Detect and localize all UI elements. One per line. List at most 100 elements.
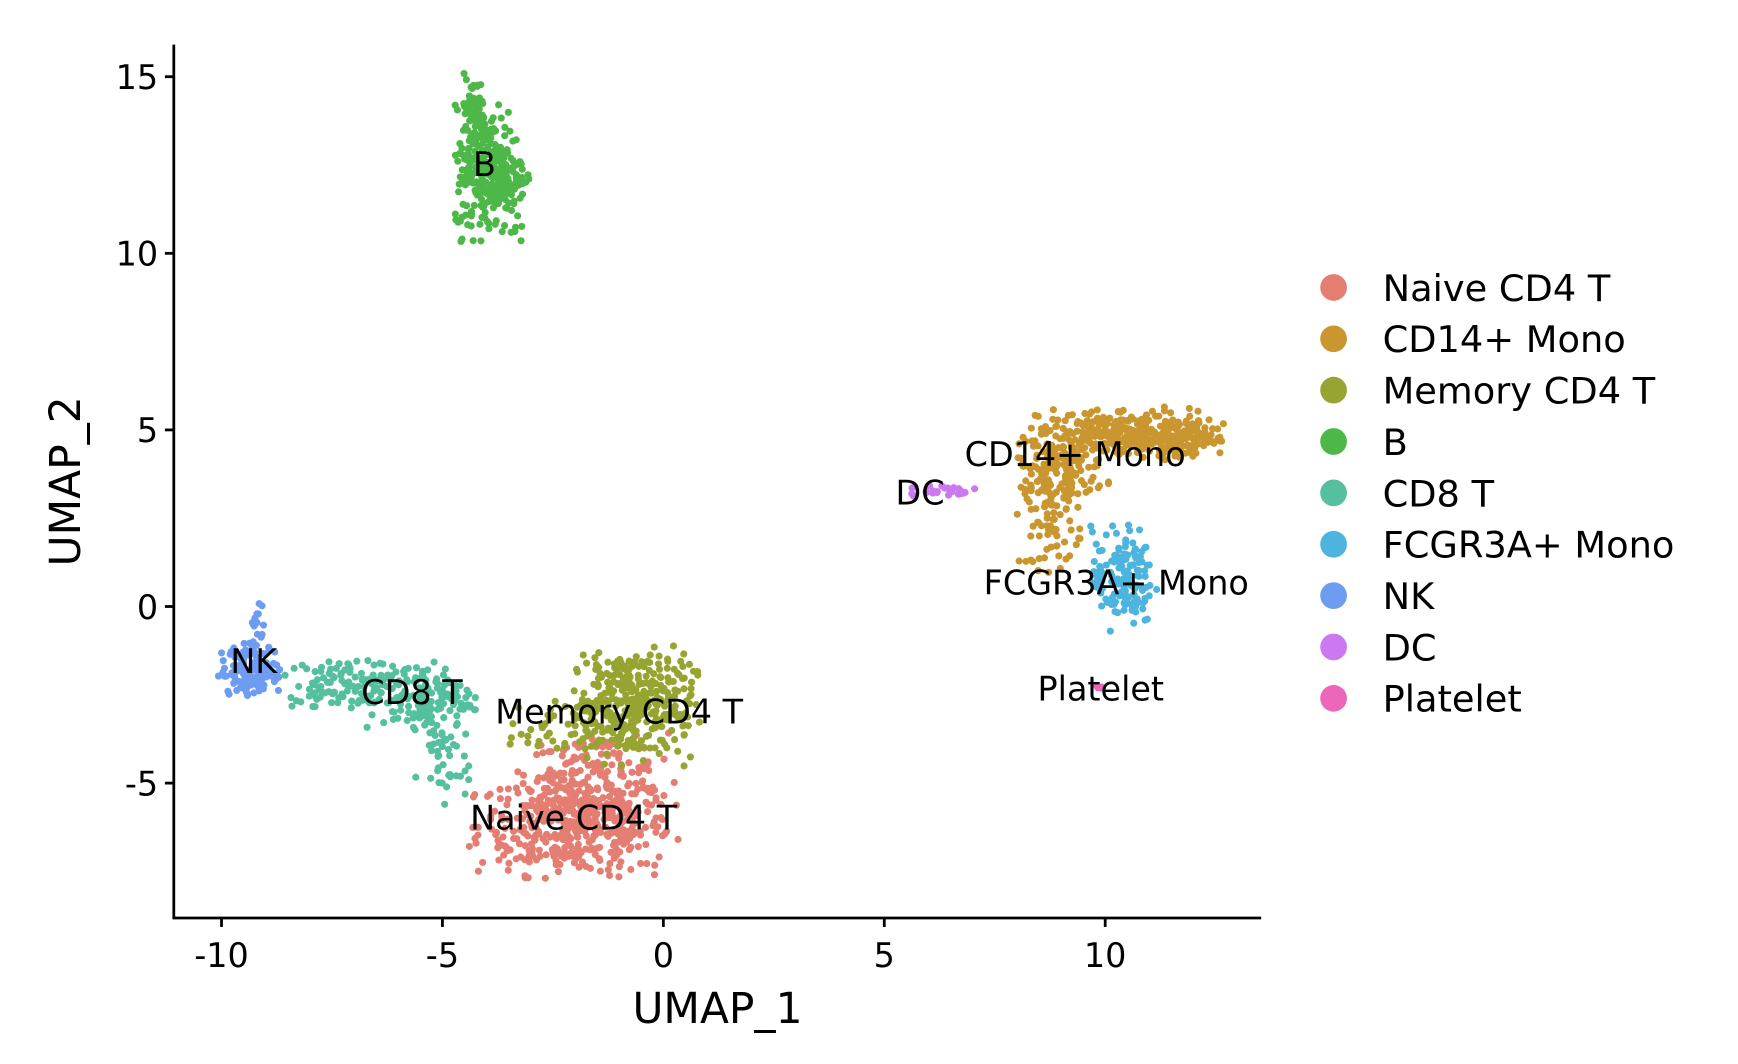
- legend-item: Memory CD4 T: [1320, 370, 1656, 413]
- data-point: [534, 742, 542, 750]
- data-point: [633, 805, 641, 813]
- data-point: [454, 188, 463, 196]
- data-point: [1091, 432, 1099, 440]
- data-point: [451, 151, 460, 159]
- data-point: [506, 127, 514, 135]
- data-point: [1097, 683, 1105, 691]
- cluster-points: [214, 600, 284, 700]
- data-point: [628, 790, 636, 798]
- data-point: [1160, 407, 1169, 415]
- cluster-points: [1093, 682, 1106, 692]
- data-point: [368, 711, 376, 719]
- data-point: [1058, 454, 1066, 462]
- data-point: [525, 175, 533, 183]
- data-point: [242, 688, 251, 696]
- data-point: [452, 772, 460, 780]
- data-point: [618, 761, 626, 770]
- data-point: [363, 723, 371, 731]
- data-point: [218, 649, 226, 657]
- data-point: [383, 699, 391, 707]
- data-point: [671, 735, 679, 744]
- data-point: [290, 664, 298, 672]
- data-point: [671, 686, 679, 694]
- data-point: [631, 731, 639, 739]
- data-point: [1071, 436, 1079, 444]
- data-point: [1056, 511, 1064, 519]
- data-point: [554, 868, 562, 876]
- data-point: [421, 721, 429, 729]
- data-point: [1216, 433, 1224, 441]
- x-tick-label: -10: [194, 936, 249, 975]
- data-point: [1056, 483, 1064, 492]
- data-point: [955, 485, 963, 493]
- data-point: [550, 712, 558, 720]
- data-point: [1066, 517, 1074, 525]
- data-point: [1145, 416, 1153, 424]
- data-point: [541, 874, 549, 882]
- data-point: [501, 222, 509, 230]
- data-point: [581, 745, 589, 753]
- data-point: [612, 702, 620, 710]
- legend-key: [1320, 633, 1347, 661]
- data-point: [501, 123, 509, 131]
- data-point: [525, 858, 533, 866]
- data-point: [434, 752, 442, 761]
- data-point: [922, 487, 930, 495]
- data-point: [639, 777, 647, 785]
- data-point: [452, 721, 461, 729]
- legend-label: Platelet: [1383, 678, 1522, 721]
- data-point: [1015, 557, 1023, 565]
- data-point: [1120, 606, 1128, 614]
- legend-key: [1320, 479, 1347, 507]
- data-point: [1102, 432, 1110, 440]
- data-point: [1102, 419, 1110, 427]
- data-point: [546, 776, 554, 785]
- data-point: [456, 217, 464, 225]
- data-point: [461, 767, 469, 775]
- data-point: [489, 128, 497, 136]
- data-point: [1185, 427, 1193, 435]
- data-point: [458, 235, 466, 243]
- data-point: [479, 858, 487, 867]
- data-point: [546, 705, 554, 714]
- data-point: [1086, 410, 1094, 418]
- data-point: [510, 827, 518, 835]
- data-point: [583, 754, 591, 762]
- data-point: [446, 752, 454, 760]
- data-point: [563, 830, 571, 838]
- data-point: [437, 698, 445, 706]
- data-point: [389, 662, 397, 670]
- data-point: [1201, 428, 1209, 436]
- data-point: [1114, 556, 1122, 565]
- data-point: [517, 237, 525, 245]
- legend-item: FCGR3A+ Mono: [1320, 524, 1674, 567]
- data-point: [303, 665, 311, 673]
- data-point: [262, 650, 270, 658]
- data-point: [434, 767, 442, 775]
- data-point: [595, 649, 603, 657]
- data-point: [645, 731, 653, 739]
- data-point: [604, 866, 612, 874]
- data-point: [1062, 433, 1070, 441]
- data-point: [514, 768, 522, 776]
- data-point: [627, 865, 635, 874]
- data-point: [632, 703, 640, 711]
- cluster-points: [908, 482, 979, 500]
- data-point: [533, 777, 541, 786]
- data-point: [494, 174, 502, 182]
- data-point: [628, 725, 636, 733]
- data-point: [689, 667, 698, 675]
- data-point: [641, 691, 649, 699]
- data-point: [650, 724, 658, 732]
- data-point: [1153, 585, 1161, 594]
- data-point: [1121, 593, 1129, 601]
- data-point: [1090, 568, 1098, 576]
- data-point: [1039, 447, 1047, 456]
- data-point: [1126, 571, 1134, 579]
- data-point: [686, 692, 694, 700]
- data-point: [593, 810, 601, 818]
- data-point: [1131, 583, 1139, 591]
- data-point: [573, 818, 581, 826]
- data-point: [528, 796, 536, 804]
- data-point: [632, 779, 640, 788]
